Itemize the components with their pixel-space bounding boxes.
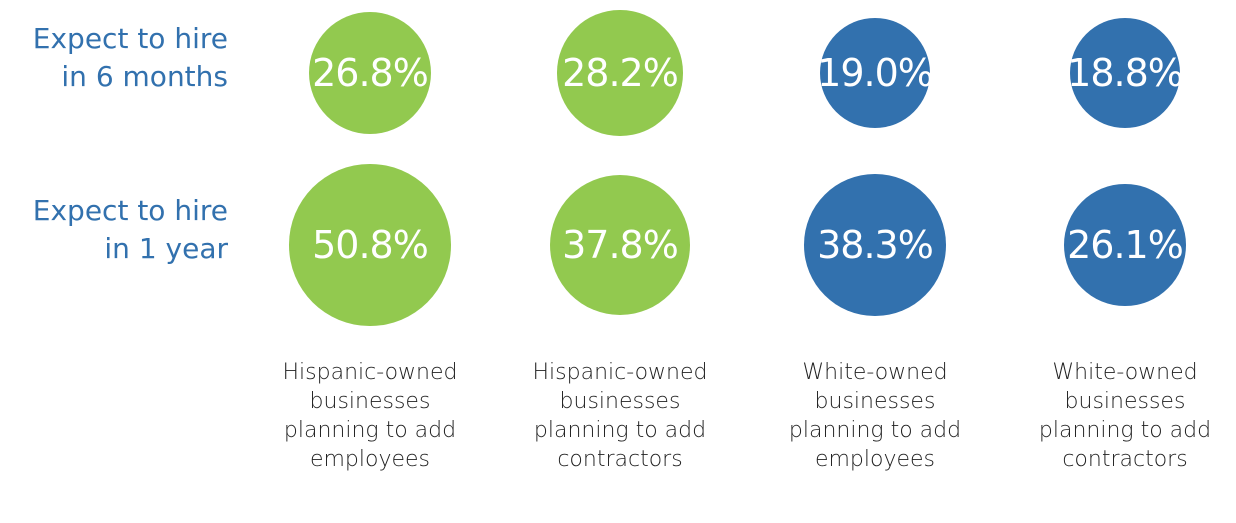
bubble: 37.8% bbox=[549, 174, 691, 316]
bubble: 19.0% bbox=[817, 17, 934, 129]
value-label: 18.8% bbox=[1067, 50, 1184, 95]
bubble: 28.2% bbox=[557, 10, 683, 136]
category-label: Hispanic-owned businesses planning to ad… bbox=[532, 360, 708, 472]
row-label: Expect to hire in 1 year bbox=[32, 194, 228, 265]
value-label: 19.0% bbox=[817, 50, 934, 95]
category-label: White-owned businesses planning to add c… bbox=[1038, 360, 1212, 472]
value-label: 37.8% bbox=[562, 222, 679, 267]
value-label: 38.3% bbox=[817, 222, 934, 267]
category-label: White-owned businesses planning to add e… bbox=[788, 360, 962, 472]
category-label: Hispanic-owned businesses planning to ad… bbox=[282, 360, 458, 472]
value-label: 26.8% bbox=[312, 50, 429, 95]
value-label: 26.1% bbox=[1067, 222, 1184, 267]
bubble: 18.8% bbox=[1067, 17, 1184, 129]
value-label: 28.2% bbox=[562, 50, 679, 95]
bubble: 26.1% bbox=[1064, 184, 1186, 306]
bubble: 38.3% bbox=[804, 174, 946, 316]
value-label: 50.8% bbox=[312, 222, 429, 267]
row-label: Expect to hire in 6 months bbox=[32, 22, 228, 93]
bubble: 26.8% bbox=[308, 11, 432, 135]
bubble: 50.8% bbox=[289, 164, 451, 326]
